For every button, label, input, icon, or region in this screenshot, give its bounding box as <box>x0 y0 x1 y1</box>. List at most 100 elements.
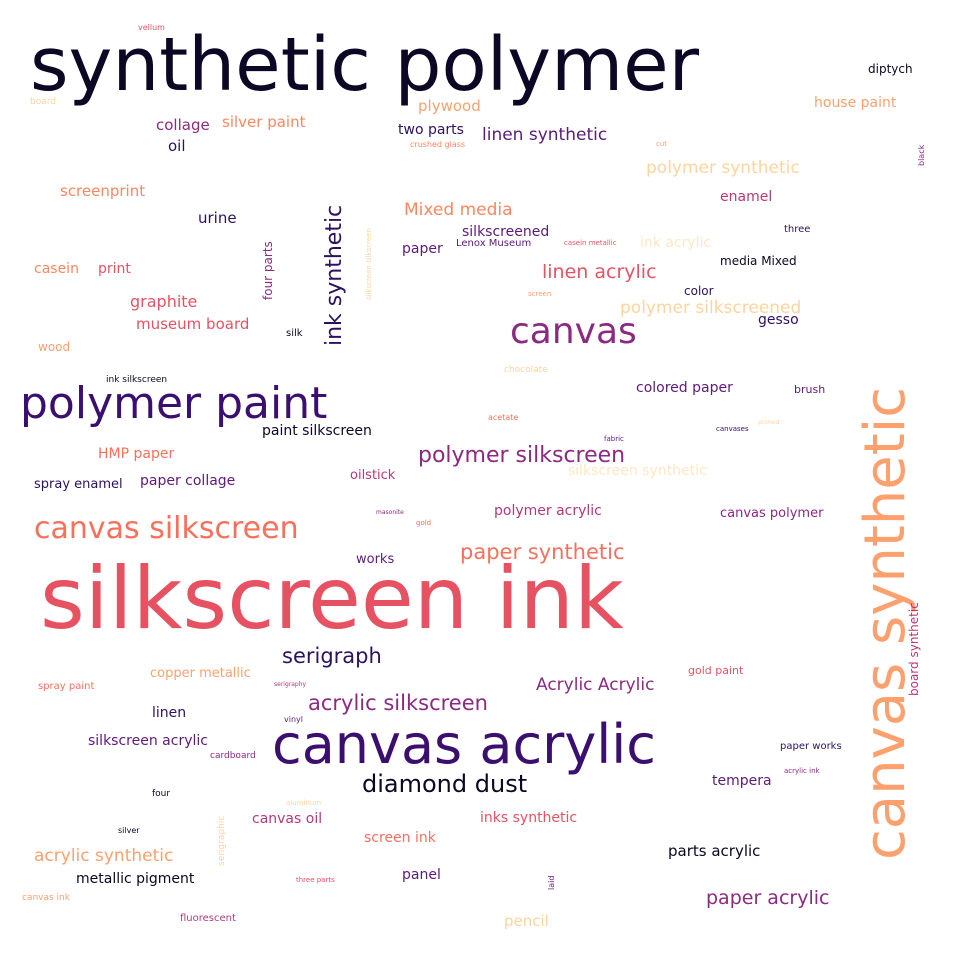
word-three: three <box>784 224 811 235</box>
word-board: board <box>30 97 56 107</box>
word-casein-metallic: casein metallic <box>564 239 617 247</box>
word-spray-paint: spray paint <box>38 681 95 692</box>
word-primed: primed <box>758 419 780 426</box>
word-screenprint: screenprint <box>60 182 146 200</box>
word-paper-works: paper works <box>780 741 842 752</box>
word-masonite: masonite <box>376 509 404 516</box>
word-canvas: canvas <box>510 311 637 352</box>
word-color: color <box>684 284 714 298</box>
word-canvas-ink: canvas ink <box>22 893 70 903</box>
word-copper-metallic: copper metallic <box>150 666 251 681</box>
word-screen: screen <box>528 290 552 298</box>
word-ink-synthetic: ink synthetic <box>322 204 347 346</box>
word-acrylic-acrylic: Acrylic Acrylic <box>536 675 655 695</box>
word-vinyl: vinyl <box>284 715 303 724</box>
word-collage: collage <box>156 116 210 134</box>
word-hmp-paper: HMP paper <box>98 446 175 462</box>
word-mixed-media: Mixed media <box>404 200 513 220</box>
word-linen-acrylic: linen acrylic <box>542 261 657 283</box>
word-metallic-pigment: metallic pigment <box>76 871 195 887</box>
word-linen: linen <box>152 705 187 721</box>
word-silkscreen-silkscreen: silkscreen silkscreen <box>365 228 373 300</box>
word-cardboard: cardboard <box>210 751 256 761</box>
word-colored-paper: colored paper <box>636 380 733 396</box>
word-gold: gold <box>416 519 432 527</box>
word-screen-ink: screen ink <box>364 830 436 846</box>
word-media-mixed: media Mixed <box>720 254 797 268</box>
word-casein: casein <box>34 261 79 277</box>
word-inks-synthetic: inks synthetic <box>480 810 578 826</box>
word-lenox-museum: Lenox Museum <box>456 238 532 249</box>
word-brush: brush <box>794 383 826 396</box>
word-serigraphy: serigraphy <box>274 681 307 688</box>
word-paper: paper <box>402 241 443 257</box>
word-polymer-silkscreened: polymer silkscreened <box>620 298 802 318</box>
word-panel: panel <box>402 867 441 883</box>
word-polymer-silkscreen: polymer silkscreen <box>418 443 626 468</box>
word-polymer-acrylic: polymer acrylic <box>494 503 602 519</box>
word-serigraph: serigraph <box>282 644 382 668</box>
word-synthetic-polymer: synthetic polymer <box>30 22 700 108</box>
word-silk: silk <box>286 328 303 339</box>
word-silver: silver <box>118 826 140 835</box>
word-silkscreened: silkscreened <box>462 224 550 240</box>
word-three-parts: three parts <box>296 876 335 884</box>
word-museum-board: museum board <box>136 315 250 333</box>
word-paper-acrylic: paper acrylic <box>706 887 830 909</box>
word-acrylic-ink: acrylic ink <box>784 767 820 775</box>
word-works: works <box>356 552 395 567</box>
word-oil: oil <box>168 137 186 155</box>
word-silkscreen-ink: silkscreen ink <box>40 549 624 649</box>
word-diamond-dust: diamond dust <box>362 770 528 798</box>
word-acetate: acetate <box>488 413 519 422</box>
word-gold-paint: gold paint <box>688 664 744 677</box>
word-oilstick: oilstick <box>350 468 396 483</box>
word-four-parts: four parts <box>261 241 275 300</box>
word-black: black <box>917 144 926 166</box>
word-urine: urine <box>198 209 237 227</box>
word-silkscreen-synthetic: silkscreen synthetic <box>568 463 707 479</box>
word-fabric: fabric <box>604 435 624 443</box>
word-canvas-polymer: canvas polymer <box>720 506 824 521</box>
word-acrylic-synthetic: acrylic synthetic <box>34 846 174 866</box>
word-wood: wood <box>38 340 71 354</box>
word-pencil: pencil <box>504 912 549 930</box>
word-crushed-glass: crushed glass <box>410 140 466 149</box>
word-cut: cut <box>656 140 668 148</box>
word-chocolate: chocolate <box>504 365 548 375</box>
word-gesso: gesso <box>758 312 799 328</box>
word-spray-enamel: spray enamel <box>34 477 123 492</box>
word-paper-synthetic: paper synthetic <box>460 540 625 564</box>
word-fluorescent: fluorescent <box>180 913 236 924</box>
word-linen-synthetic: linen synthetic <box>482 125 608 145</box>
word-canvas-silkscreen: canvas silkscreen <box>34 511 299 546</box>
word-laid: laid <box>547 875 556 890</box>
word-enamel: enamel <box>720 189 773 205</box>
word-two-parts: two parts <box>398 122 464 138</box>
word-house-paint: house paint <box>814 95 897 111</box>
word-silkscreen-acrylic: silkscreen acrylic <box>88 733 208 749</box>
word-board-synthetic: board synthetic <box>907 602 921 696</box>
word-acrylic-silkscreen: acrylic silkscreen <box>308 691 488 715</box>
word-canvas-acrylic: canvas acrylic <box>272 713 656 776</box>
word-canvases: canvases <box>716 425 749 433</box>
word-serigraphic: serigraphic <box>217 815 227 866</box>
word-ink-acrylic: ink acrylic <box>640 235 712 251</box>
word-paper-collage: paper collage <box>140 473 236 489</box>
word-graphite: graphite <box>130 292 198 311</box>
word-parts-acrylic: parts acrylic <box>668 842 761 860</box>
word-four: four <box>152 789 171 799</box>
word-canvas-synthetic: canvas synthetic <box>853 386 918 860</box>
word-aluminum: aluminum <box>286 799 322 807</box>
word-tempera: tempera <box>712 773 772 789</box>
word-polymer-synthetic: polymer synthetic <box>646 158 800 178</box>
word-polymer-paint: polymer paint <box>20 378 328 429</box>
word-plywood: plywood <box>418 97 481 115</box>
word-print: print <box>98 261 131 277</box>
word-paint-silkscreen: paint silkscreen <box>262 423 372 439</box>
word-canvas-oil: canvas oil <box>252 811 323 827</box>
word-silver-paint: silver paint <box>222 113 306 131</box>
word-vellum: vellum <box>138 23 165 32</box>
word-ink-silkscreen: ink silkscreen <box>106 375 168 385</box>
